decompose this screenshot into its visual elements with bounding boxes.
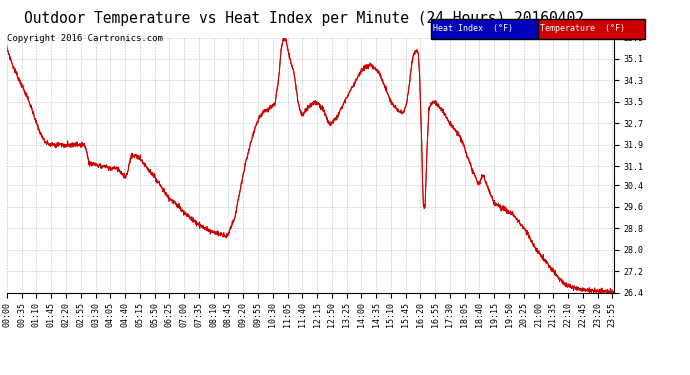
Text: Copyright 2016 Cartronics.com: Copyright 2016 Cartronics.com bbox=[7, 34, 163, 43]
Text: Temperature  (°F): Temperature (°F) bbox=[540, 24, 625, 33]
Text: Outdoor Temperature vs Heat Index per Minute (24 Hours) 20160402: Outdoor Temperature vs Heat Index per Mi… bbox=[23, 11, 584, 26]
Text: Heat Index  (°F): Heat Index (°F) bbox=[433, 24, 513, 33]
